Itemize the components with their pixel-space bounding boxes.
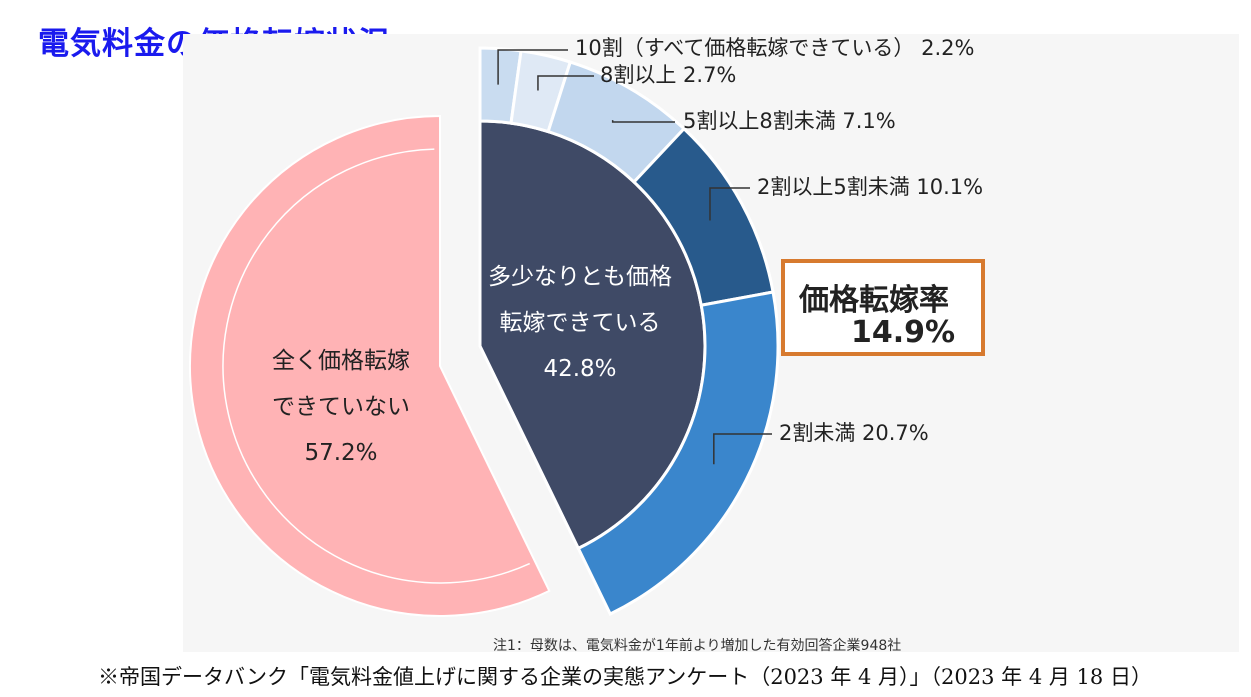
rate-value: 14.9% [851,315,956,350]
rate-label: 価格転嫁率 [799,283,949,318]
footnote: 注1：母数は、電気料金が1年前より増加した有効回答企業948社 [493,638,902,654]
pass-through-rate-box: 価格転嫁率 14.9% [781,259,985,356]
slice-label-not-passed: 全く価格転嫁できていない 57.2% [272,348,410,466]
breakdown-label-0: 10割（すべて価格転嫁できている） 2.2% [575,36,974,60]
breakdown-label-3: 2割以上5割未満 10.1% [757,175,983,199]
leader-line-3 [709,187,750,221]
breakdown-label-2: 5割以上8割未満 7.1% [683,109,896,133]
leader-line-4 [713,433,772,465]
breakdown-label-1: 8割以上 2.7% [600,63,736,87]
ring-segment-4 [576,290,780,617]
leader-line-2 [611,120,675,123]
inner-guide-arc [222,148,531,584]
slice-not-passed [189,114,551,617]
leader-line-0 [497,49,568,85]
breakdown-label-4: 2割未満 20.7% [779,421,929,445]
source-citation: ※帝国データバンク「電気料金値上げに関する企業の実態アンケート（2023 年 4… [98,665,1152,689]
slice-label-passed: 多少なりとも価格転嫁できている 42.8% [488,264,672,382]
leader-line-1 [537,75,594,91]
